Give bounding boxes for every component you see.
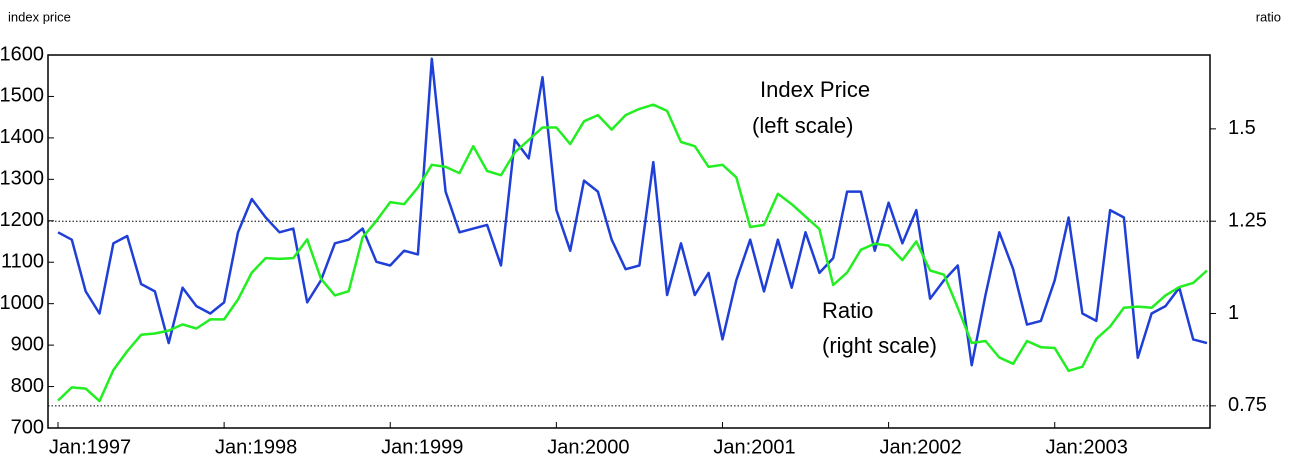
y-tick-label: 1000 xyxy=(0,292,44,314)
y-tick-label: 900 xyxy=(11,333,44,355)
x-tick-label: Jan:2001 xyxy=(713,436,795,458)
annotation: (right scale) xyxy=(822,333,937,358)
x-tick-label: Jan:1999 xyxy=(381,436,463,458)
annotation: Index Price xyxy=(760,77,870,102)
y-tick-label: 1600 xyxy=(0,43,44,65)
y-tick-label: 1200 xyxy=(0,209,44,231)
x-tick-label: Jan:1997 xyxy=(49,436,131,458)
y-tick-label: 1300 xyxy=(0,168,44,190)
y2-tick-label: 1 xyxy=(1228,302,1239,324)
y2-tick-label: 1.25 xyxy=(1228,209,1267,231)
x-tick-label: Jan:1998 xyxy=(215,436,297,458)
x-tick-label: Jan:2002 xyxy=(879,436,961,458)
x-tick-label: Jan:2000 xyxy=(547,436,629,458)
series-line xyxy=(57,57,1208,367)
y-tick-label: 800 xyxy=(11,375,44,397)
x-tick-label: Jan:2003 xyxy=(1046,436,1128,458)
annotation: (left scale) xyxy=(752,113,853,138)
y-tick-label: 1500 xyxy=(0,85,44,107)
annotation: Ratio xyxy=(822,298,873,323)
series-line xyxy=(57,103,1208,403)
y-tick-label: 1100 xyxy=(1,251,44,273)
y2-tick-label: 1.5 xyxy=(1228,117,1256,139)
y-axis-label: index price xyxy=(8,9,71,24)
y2-axis-label: ratio xyxy=(1256,9,1281,24)
plot-frame xyxy=(47,54,1211,429)
y-tick-label: 700 xyxy=(11,416,44,438)
y-tick-label: 1400 xyxy=(0,126,44,148)
y2-tick-label: 0.75 xyxy=(1228,394,1267,416)
